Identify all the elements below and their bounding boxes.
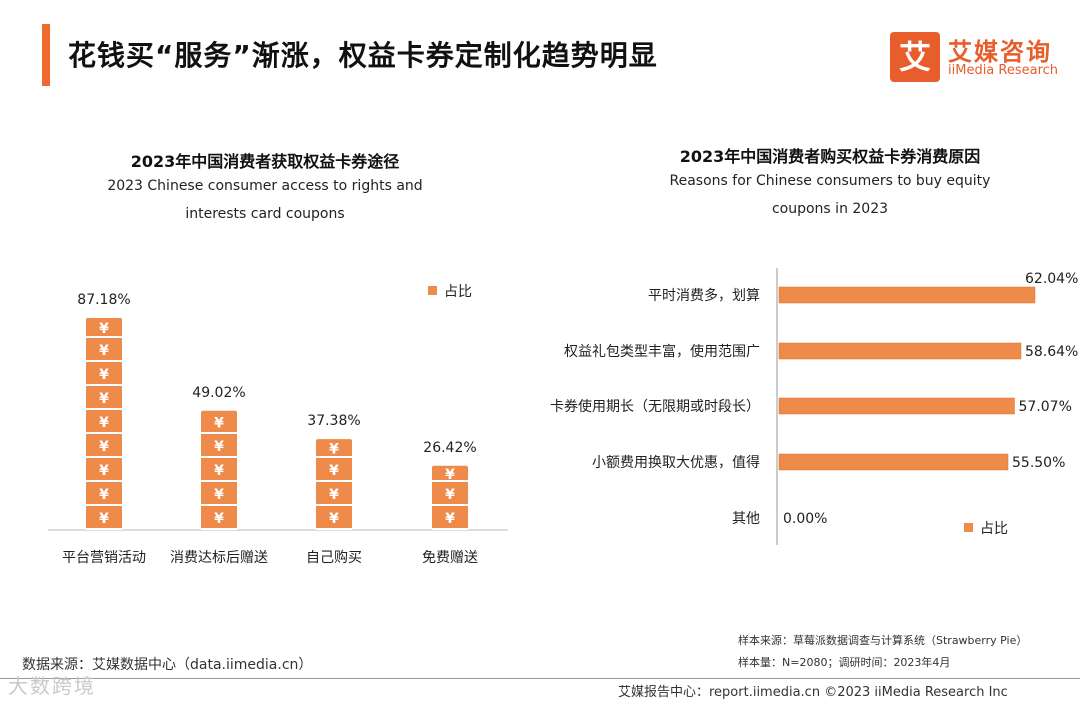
right-bar-value-5: 0.00% — [783, 511, 827, 527]
right-legend-swatch — [964, 523, 973, 532]
left-chart-subtitle-line2: interests card coupons — [185, 206, 345, 222]
left-legend-label: 占比 — [444, 284, 472, 300]
left-bar-value-3: 37.38% — [307, 413, 360, 429]
right-category-3: 卡券使用期长（无限期或时段长） — [550, 398, 760, 415]
right-bar-value-3: 57.07% — [1018, 399, 1071, 415]
iimedia-logo: 艾 艾媒咨询 iiMedia Research — [890, 32, 1060, 82]
right-chart-subtitle-line1: Reasons for Chinese consumers to buy equ… — [669, 173, 991, 189]
svg-text:¥: ¥ — [445, 467, 455, 483]
logo-cn-text: 艾媒咨询 — [948, 38, 1052, 66]
svg-text:¥: ¥ — [99, 415, 109, 431]
svg-text:¥: ¥ — [99, 439, 109, 455]
left-bar-value-4: 26.42% — [423, 440, 476, 456]
right-chart-subtitle-line2: coupons in 2023 — [771, 201, 889, 217]
svg-text:¥: ¥ — [445, 511, 455, 527]
svg-text:¥: ¥ — [329, 442, 339, 458]
svg-text:¥: ¥ — [99, 487, 109, 503]
right-category-2: 权益礼包类型丰富，使用范围广 — [564, 343, 760, 360]
footer-divider — [0, 678, 1080, 679]
svg-text:¥: ¥ — [329, 487, 339, 503]
title-accent-bar — [42, 24, 50, 86]
right-bar-4 — [778, 453, 1009, 471]
svg-text:¥: ¥ — [445, 487, 455, 503]
svg-text:¥: ¥ — [214, 463, 224, 479]
right-category-5: 其他 — [732, 511, 760, 527]
logo-en-text: iiMedia Research — [948, 63, 1059, 78]
left-chart-subtitle-line1: 2023 Chinese consumer access to rights a… — [107, 178, 423, 194]
svg-text:¥: ¥ — [214, 415, 224, 431]
left-category-1: 平台营销活动 — [62, 550, 146, 566]
report-center: 艾媒报告中心：report.iimedia.cn ©2023 iiMedia R… — [618, 685, 1008, 700]
left-bar-4: ¥ ¥ ¥ — [432, 465, 468, 530]
left-bar-2: ¥ ¥ ¥ ¥ ¥ — [201, 410, 237, 530]
sample-info: 样本来源：草莓派数据调查与计算系统（Strawberry Pie） 样本量：N=… — [738, 630, 1027, 674]
left-bar-3: ¥ ¥ ¥ ¥ — [316, 439, 352, 530]
right-chart-subtitle: Reasons for Chinese consumers to buy equ… — [620, 167, 1040, 223]
svg-text:¥: ¥ — [99, 367, 109, 383]
left-category-3: 自己购买 — [306, 550, 362, 566]
right-bar-value-1: 62.04% — [1025, 271, 1078, 287]
svg-text:¥: ¥ — [214, 487, 224, 503]
svg-text:¥: ¥ — [99, 343, 109, 359]
right-bar-3 — [778, 397, 1015, 415]
svg-text:¥: ¥ — [329, 463, 339, 479]
sample-size: 样本量：N=2080；调研时间：2023年4月 — [738, 656, 951, 669]
watermark: 大数跨境 — [8, 674, 96, 698]
left-bar-value-2: 49.02% — [192, 385, 245, 401]
right-bar-1 — [778, 286, 1036, 304]
sample-source: 样本来源：草莓派数据调查与计算系统（Strawberry Pie） — [738, 634, 1028, 647]
left-category-2: 消费达标后赠送 — [170, 550, 268, 566]
left-category-4: 免费赠送 — [422, 550, 478, 566]
right-category-4: 小额费用换取大优惠，值得 — [592, 454, 760, 471]
right-category-1: 平时消费多，划算 — [648, 287, 760, 304]
left-chart-subtitle: 2023 Chinese consumer access to rights a… — [60, 172, 470, 228]
right-legend-label: 占比 — [980, 521, 1008, 537]
svg-text:¥: ¥ — [99, 463, 109, 479]
svg-text:¥: ¥ — [329, 511, 339, 527]
right-bar-value-4: 55.50% — [1012, 455, 1065, 471]
left-bar-1: ¥ ¥ ¥ ¥ ¥ ¥ ¥ ¥ ¥ — [86, 318, 122, 530]
data-source: 数据来源：艾媒数据中心（data.iimedia.cn） — [22, 657, 313, 673]
right-bar-2 — [778, 342, 1022, 360]
left-chart-title: 2023年中国消费者获取权益卡券途径 — [130, 152, 400, 171]
svg-text:¥: ¥ — [99, 321, 109, 337]
svg-text:¥: ¥ — [214, 439, 224, 455]
logo-mark-icon: 艾 — [890, 32, 940, 82]
right-chart-title: 2023年中国消费者购买权益卡券消费原因 — [679, 147, 981, 166]
page-title: 花钱买“服务”渐涨，权益卡券定制化趋势明显 — [68, 39, 658, 72]
left-bar-value-1: 87.18% — [77, 292, 130, 308]
svg-text:¥: ¥ — [214, 511, 224, 527]
svg-text:¥: ¥ — [99, 511, 109, 527]
right-bar-value-2: 58.64% — [1025, 344, 1078, 360]
svg-text:¥: ¥ — [99, 391, 109, 407]
left-legend-swatch — [428, 286, 437, 295]
